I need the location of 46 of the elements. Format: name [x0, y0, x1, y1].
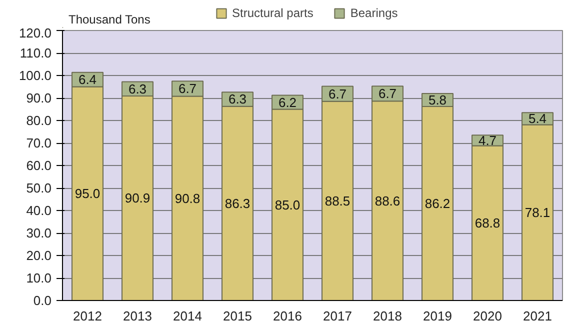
x-tick-label: 2015: [223, 308, 252, 324]
x-tick-label: 2013: [123, 308, 152, 324]
data-label: 6.2: [278, 94, 297, 110]
x-tick-label: 2017: [323, 308, 352, 324]
y-tick-label: 40.0: [26, 203, 52, 218]
legend-label: Bearings: [350, 6, 398, 20]
data-label: 6.7: [378, 86, 397, 102]
legend-label: Structural parts: [232, 6, 314, 20]
data-label: 90.9: [124, 190, 150, 206]
data-label: 5.4: [528, 111, 547, 126]
y-tick-label: 50.0: [26, 180, 52, 196]
data-label: 88.6: [374, 193, 400, 208]
data-label: 4.7: [478, 132, 497, 148]
data-label: 85.0: [274, 197, 300, 212]
data-label: 78.1: [524, 205, 550, 220]
y-tick-label: 30.0: [26, 226, 52, 240]
data-label: 6.4: [78, 72, 97, 88]
x-tick-label: 2012: [73, 308, 102, 324]
y-tick-label: 80.0: [26, 113, 52, 128]
data-label: 6.3: [228, 92, 247, 107]
y-tick-label: 110.0: [20, 46, 52, 60]
data-label: 88.5: [324, 193, 350, 208]
x-tick-label: 2014: [173, 308, 202, 324]
data-label: 5.8: [428, 92, 447, 108]
y-tick-label: 100.0: [18, 68, 52, 83]
data-label: 95.0: [74, 186, 100, 202]
data-label: 90.8: [174, 190, 200, 206]
data-label: 86.2: [424, 196, 450, 212]
y-tick-label: 10.0: [26, 270, 52, 286]
y-tick-label: 0.0: [33, 293, 52, 308]
x-tick-label: 2021: [523, 308, 552, 324]
data-label: 6.7: [328, 86, 347, 102]
y-axis-title: Thousand Tons: [68, 12, 150, 26]
y-tick-label: 20.0: [26, 248, 52, 263]
data-label: 6.7: [178, 81, 197, 96]
x-tick-label: 2020: [473, 308, 502, 324]
x-tick-label: 2016: [273, 308, 302, 324]
data-label: 68.8: [474, 216, 500, 231]
x-tick-label: 2018: [373, 308, 402, 324]
data-label: 86.3: [224, 196, 250, 211]
y-tick-label: 120.0: [18, 26, 52, 40]
y-tick-label: 70.0: [26, 136, 52, 150]
x-tick-label: 2019: [423, 308, 452, 324]
y-tick-label: 60.0: [26, 158, 52, 173]
y-tick-label: 90.0: [26, 90, 52, 106]
data-label: 6.3: [128, 81, 147, 96]
